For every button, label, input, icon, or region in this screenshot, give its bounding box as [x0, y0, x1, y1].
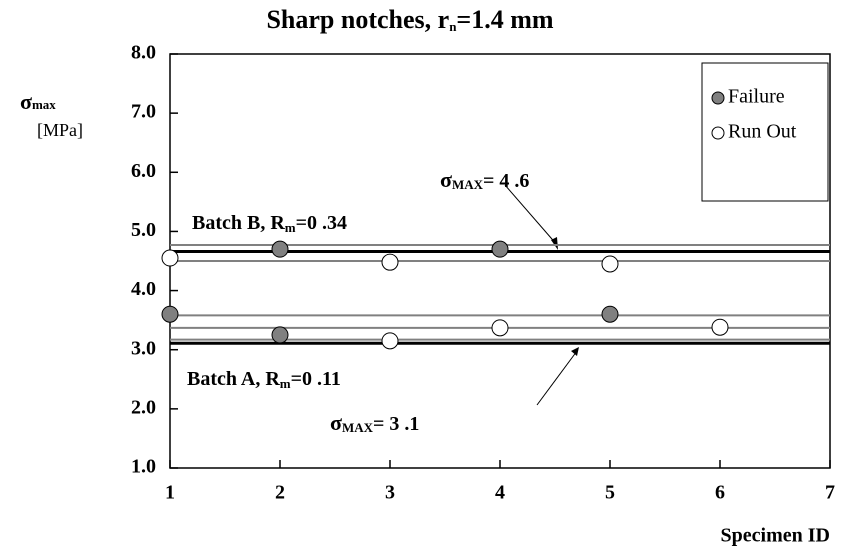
y-tick-label: 1.0 — [131, 456, 156, 478]
legend-marker — [711, 126, 725, 140]
annotation: Batch B, Rm=0 .34 — [192, 212, 347, 235]
data-point — [711, 318, 729, 336]
annotation: σMAX= 3 .1 — [330, 410, 419, 435]
x-tick-label: 2 — [275, 482, 285, 504]
x-tick-label: 3 — [385, 482, 395, 504]
y-tick-label: 7.0 — [131, 101, 156, 123]
data-point — [491, 319, 509, 337]
legend-label: Failure — [728, 86, 785, 108]
y-axis-unit: [MPa] — [37, 120, 83, 140]
legend-label: Run Out — [728, 121, 797, 143]
x-tick-label: 6 — [715, 482, 725, 504]
y-tick-label: 6.0 — [131, 160, 156, 182]
y-tick-label: 5.0 — [131, 219, 156, 241]
y-tick-label: 3.0 — [131, 337, 156, 359]
y-tick-label: 4.0 — [131, 278, 156, 300]
data-point — [271, 240, 289, 258]
data-point — [601, 305, 619, 323]
x-axis-label: Specimen ID — [721, 525, 830, 547]
data-point — [601, 255, 619, 273]
y-tick-label: 2.0 — [131, 396, 156, 418]
arrow-head — [551, 237, 558, 250]
x-tick-label: 7 — [825, 482, 835, 504]
y-tick-label: 8.0 — [131, 42, 156, 64]
x-tick-label: 1 — [165, 482, 175, 504]
x-tick-label: 4 — [495, 482, 505, 504]
annotation: Batch A, Rm=0 .11 — [187, 368, 341, 391]
arrow-head — [571, 347, 579, 356]
chart-title: Sharp notches, rn=1.4 mm — [266, 5, 553, 34]
data-point — [381, 253, 399, 271]
data-point — [491, 240, 509, 258]
arrow — [504, 184, 559, 247]
y-axis-label: σmax — [20, 89, 56, 114]
data-point — [161, 305, 179, 323]
data-point — [271, 326, 289, 344]
x-tick-label: 5 — [605, 482, 615, 504]
data-point — [161, 249, 179, 267]
data-point — [381, 332, 399, 350]
arrow — [536, 350, 578, 406]
legend-marker — [711, 91, 725, 105]
annotation: σMAX= 4 .6 — [440, 167, 529, 192]
